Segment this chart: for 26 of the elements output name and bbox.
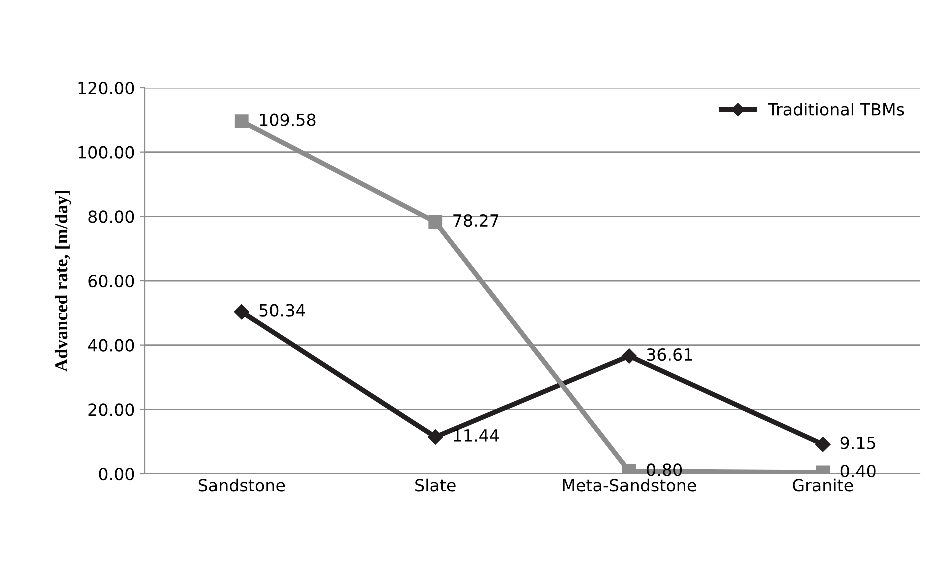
- point: [622, 348, 637, 364]
- data-label: 50.34: [260, 304, 306, 317]
- data-label: 0.40: [840, 464, 876, 478]
- data-label: 78.27: [454, 214, 499, 228]
- y-axis-title: Advanced rate, [m/day]: [54, 191, 72, 372]
- x-tick-label: Sandstone: [198, 478, 286, 492]
- point: [234, 304, 250, 320]
- y-tick-label: 40.00: [88, 339, 134, 352]
- data-label: 9.15: [840, 436, 876, 450]
- data-label: 109.58: [260, 114, 316, 126]
- x-tick-label: Slate: [416, 478, 456, 492]
- point: [428, 430, 444, 445]
- legend-label: Traditional TBMs: [768, 103, 904, 116]
- y-tick-label: 60.00: [88, 274, 134, 288]
- data-label: 11.44: [454, 430, 500, 442]
- x-tick-label: Granite: [793, 478, 854, 492]
- y-tick-label: 80.00: [88, 210, 134, 224]
- y-tick-label: 0.00: [99, 468, 134, 481]
- point: [816, 437, 831, 452]
- data-label: 36.61: [647, 348, 692, 362]
- y-tick-label: 100.00: [78, 146, 134, 159]
- point: [234, 114, 249, 128]
- point: [428, 215, 443, 230]
- x-tick-label: Meta-Sandstone: [563, 478, 696, 492]
- y-tick-label: 20.00: [88, 404, 134, 416]
- y-tick-label: 120.00: [78, 82, 134, 95]
